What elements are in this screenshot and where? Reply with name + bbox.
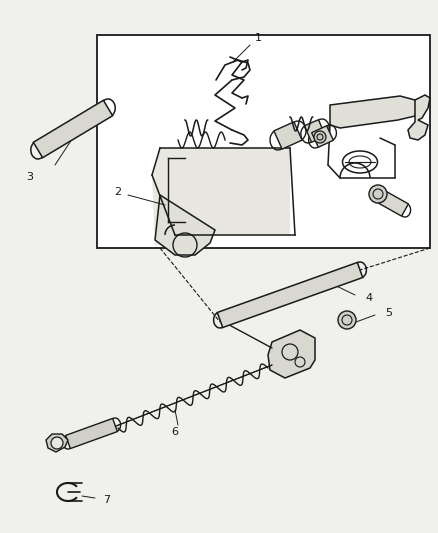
Polygon shape [152, 148, 290, 245]
Polygon shape [304, 120, 325, 142]
Text: 1: 1 [254, 33, 261, 43]
Polygon shape [33, 100, 113, 158]
Circle shape [337, 311, 355, 329]
Text: 3: 3 [26, 172, 33, 182]
Polygon shape [376, 190, 407, 216]
Text: 6: 6 [171, 427, 178, 437]
Polygon shape [407, 95, 429, 140]
Text: 5: 5 [384, 308, 391, 318]
Circle shape [313, 131, 325, 143]
Polygon shape [273, 122, 301, 149]
Text: 2: 2 [114, 187, 121, 197]
Text: 4: 4 [364, 293, 371, 303]
Polygon shape [267, 330, 314, 378]
Circle shape [51, 437, 63, 449]
Polygon shape [155, 195, 215, 255]
Polygon shape [97, 35, 429, 248]
Circle shape [368, 185, 386, 203]
Polygon shape [311, 126, 332, 147]
Polygon shape [46, 434, 68, 452]
Text: 7: 7 [103, 495, 110, 505]
Polygon shape [65, 418, 117, 449]
Polygon shape [329, 96, 417, 128]
Polygon shape [217, 262, 362, 328]
